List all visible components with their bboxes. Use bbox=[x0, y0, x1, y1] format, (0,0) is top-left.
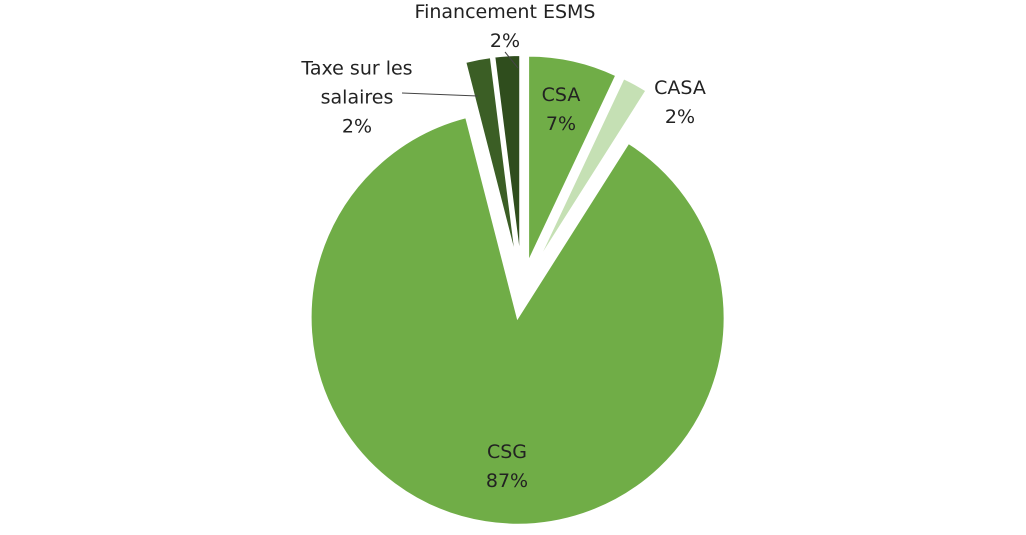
pie-slice bbox=[309, 115, 726, 526]
value-label: 2% bbox=[489, 30, 521, 52]
slice-label: CASA 2% bbox=[635, 74, 725, 132]
slice-label: CSG 87% bbox=[467, 438, 547, 496]
category-label: CSG bbox=[486, 441, 528, 463]
pie-slice bbox=[534, 76, 648, 266]
category-label: Financement ESMS bbox=[414, 1, 596, 23]
slice-label: Taxe sur les salaires 2% bbox=[282, 55, 432, 142]
leader-line bbox=[504, 51, 519, 69]
value-label: 87% bbox=[485, 470, 529, 492]
leader-line bbox=[401, 92, 479, 97]
category-label: CSA bbox=[541, 84, 581, 106]
value-label: 2% bbox=[664, 106, 696, 128]
value-label: 7% bbox=[545, 113, 577, 135]
value-label: 2% bbox=[341, 115, 373, 138]
category-label: CASA bbox=[654, 77, 706, 99]
category-label: Taxe sur les salaires bbox=[301, 57, 413, 109]
pie-slice bbox=[527, 54, 618, 264]
pie-slice bbox=[464, 56, 518, 263]
slice-label: Financement ESMS 2% bbox=[395, 0, 615, 56]
slice-label: CSA 7% bbox=[521, 81, 601, 139]
